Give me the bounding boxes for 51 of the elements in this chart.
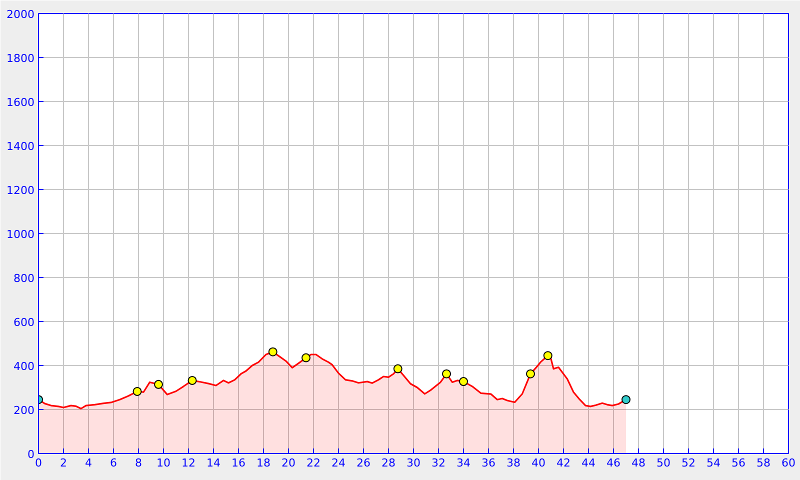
x-tick-label: 44 [582,456,596,470]
x-tick-label: 26 [356,456,370,470]
y-tick-label: 2000 [6,8,35,21]
y-tick-label: 1000 [6,228,35,241]
x-tick-label: 8 [135,456,142,470]
x-tick-label: 22 [306,456,320,470]
x-tick-label: 28 [382,456,396,470]
x-tick-label: 16 [232,456,246,470]
x-tick-label: 20 [282,456,296,470]
x-tick-label: 42 [556,456,570,470]
y-tick-label: 1600 [6,96,35,109]
point [188,376,197,385]
x-tick-label: 40 [532,456,546,470]
x-tick-label: 14 [206,456,220,470]
point [132,386,142,396]
y-tick-label: 800 [14,272,35,285]
y-tick-label: 0 [28,448,34,461]
x-tick-label: 50 [656,456,670,470]
x-tick-label: 48 [632,456,646,470]
x-tick-label: 30 [406,456,420,470]
y-tick-label: 600 [14,316,35,329]
x-tick-label: 54 [706,456,720,470]
point [526,369,535,378]
y-tick-label: 200 [14,404,35,417]
x-tick-label: 18 [256,456,270,470]
point [543,351,552,360]
x-tick-label: 46 [606,456,620,470]
x-tick-label: 60 [782,456,796,470]
x-tick-label: 12 [182,456,196,470]
x-tick-label: 2 [60,456,67,470]
x-tick-label: 6 [110,456,117,470]
y-tick-label: 400 [14,360,35,373]
x-tick-label: 52 [682,456,696,470]
y-tick-label: 1800 [6,52,35,65]
point [459,377,468,386]
y-tick-label: 1400 [6,140,35,153]
point [302,353,310,362]
x-tick-label: 58 [756,456,770,470]
y-tick-label: 1200 [6,184,35,197]
x-tick-label: 24 [332,456,346,470]
point [393,364,402,374]
point [154,380,163,389]
point [442,369,451,378]
x-tick-label: 36 [482,456,496,470]
x-tick-label: 56 [732,456,746,470]
x-tick-label: 34 [456,456,470,470]
point [268,347,278,356]
x-tick-label: 32 [432,456,446,470]
x-tick-label: 4 [85,456,92,470]
x-tick-label: 38 [506,456,520,470]
x-tick-label: 10 [156,456,170,470]
